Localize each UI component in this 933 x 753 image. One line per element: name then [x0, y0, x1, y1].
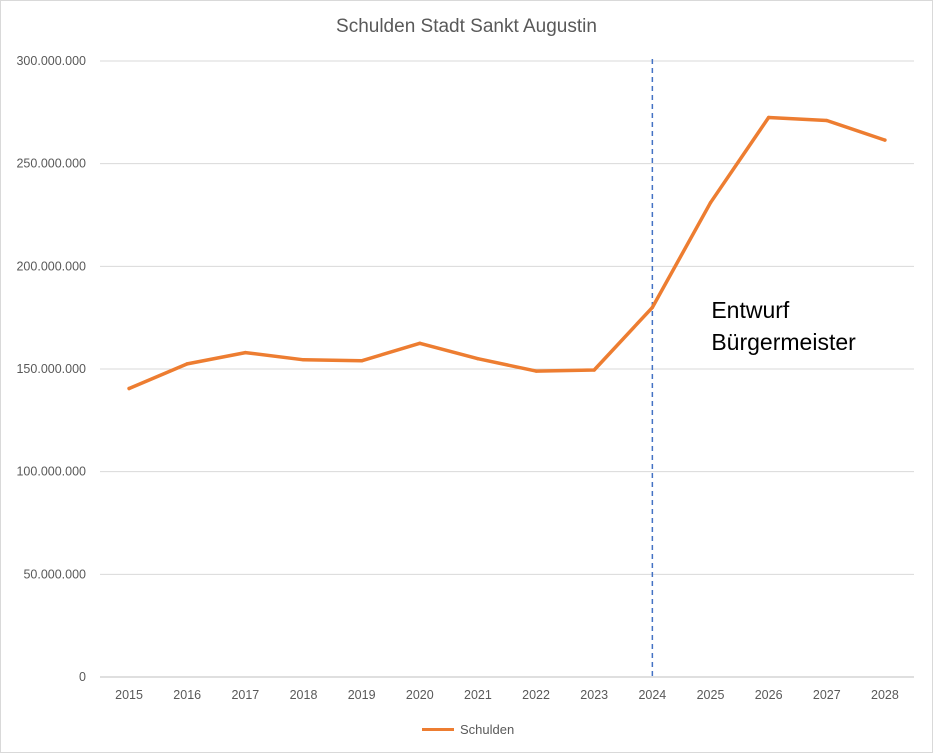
series-lines [127, 115, 887, 391]
y-tick-label: 300.000.000 [16, 54, 86, 68]
y-tick-label: 200.000.000 [16, 259, 86, 273]
x-tick-label: 2018 [290, 688, 318, 702]
gridlines [100, 60, 914, 678]
legend-label-schulden: Schulden [460, 721, 515, 737]
x-tick-label: 2019 [348, 688, 376, 702]
annotation-group: Entwurf Bürgermeister [711, 297, 856, 355]
y-tick-label: 100.000.000 [16, 465, 86, 479]
chart-title: Schulden Stadt Sankt Augustin [336, 16, 597, 37]
x-tick-label: 2021 [464, 688, 492, 702]
x-tick-label: 2015 [115, 688, 143, 702]
x-tick-label: 2024 [638, 688, 666, 702]
annotation-text: Entwurf [711, 297, 790, 323]
y-tick-label: 150.000.000 [16, 362, 86, 376]
data-point [592, 368, 596, 372]
x-tick-label: 2023 [580, 688, 608, 702]
data-point [883, 138, 887, 142]
y-axis-ticks: 0 50.000.000 100.000.000 150.000.000 200.000… [16, 54, 86, 684]
y-tick-label: 0 [79, 670, 86, 684]
x-tick-label: 2027 [813, 688, 841, 702]
x-tick-label: 2028 [871, 688, 899, 702]
x-tick-label: 2017 [231, 688, 259, 702]
data-point [185, 362, 189, 366]
data-point [534, 369, 538, 373]
data-point [650, 305, 655, 310]
data-point [418, 341, 422, 346]
x-tick-label: 2026 [755, 688, 783, 702]
data-point [301, 358, 306, 362]
legend: Schulden [422, 719, 514, 739]
data-point [825, 118, 829, 123]
x-tick-label: 2016 [173, 688, 201, 702]
data-point [243, 350, 248, 355]
data-point [708, 200, 713, 205]
data-point [359, 359, 364, 363]
annotation-text: Bürgermeister [711, 329, 856, 355]
x-tick-label: 2022 [522, 688, 550, 702]
legend-swatch-schulden [422, 727, 454, 731]
data-point [476, 357, 480, 361]
data-point [127, 386, 131, 391]
x-tick-label: 2020 [406, 688, 434, 702]
x-axis-ticks: 2015 2016 2017 2018 2019 2020 2021 2022 2023 2024… [115, 688, 899, 702]
y-tick-label: 50.000.000 [23, 567, 86, 581]
series-line-schulden [127, 115, 887, 391]
data-point [766, 115, 771, 120]
x-tick-label: 2025 [697, 688, 725, 702]
y-tick-label: 250.000.000 [16, 157, 86, 171]
